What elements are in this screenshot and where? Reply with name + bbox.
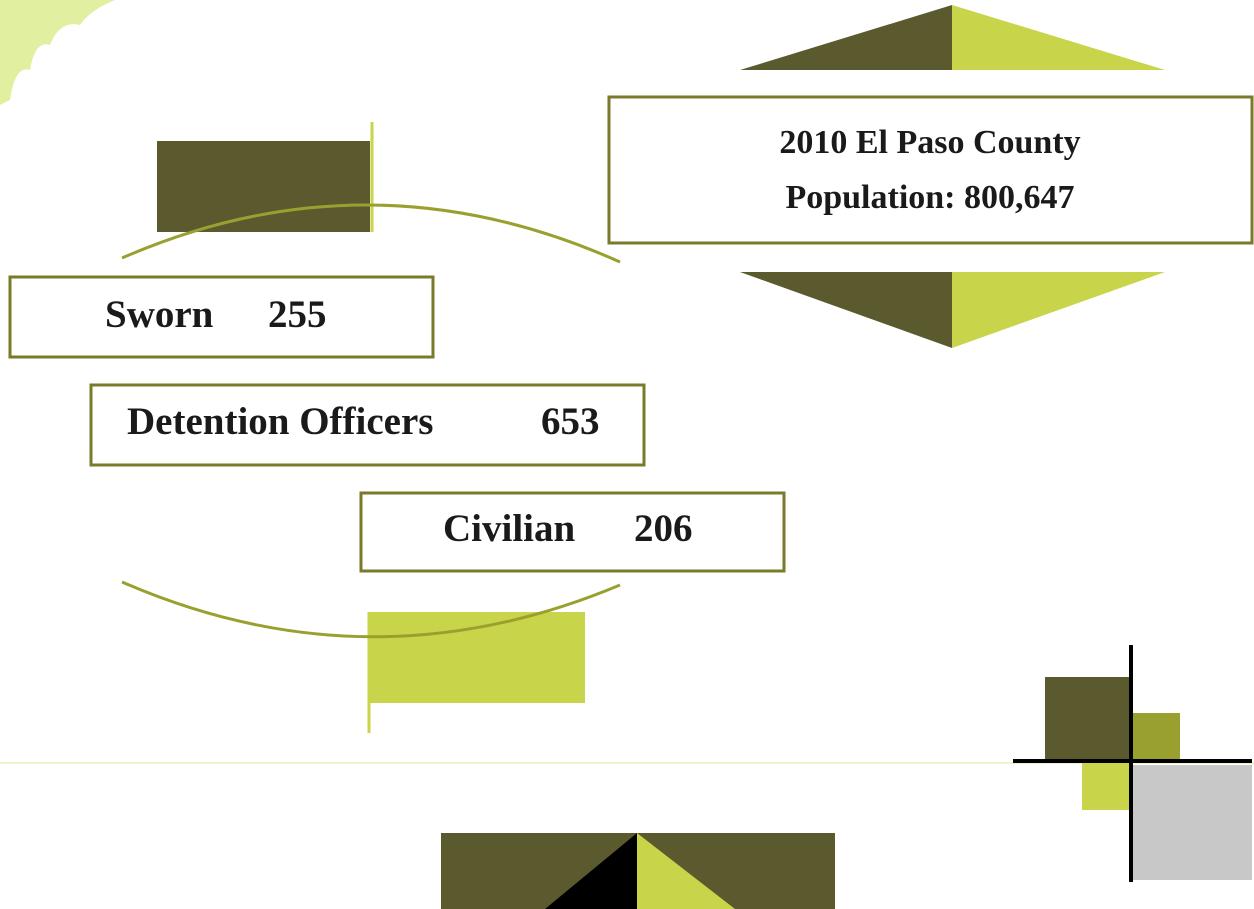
triangle-light — [952, 5, 1165, 70]
arc — [121, 580, 621, 639]
triangle-dark — [740, 272, 952, 348]
staff-count: 255 — [268, 293, 327, 336]
staff-box — [359, 491, 786, 573]
arc — [121, 203, 621, 264]
header-line: 2010 El Paso County — [779, 124, 1080, 161]
triangle-dark — [740, 5, 952, 70]
dark-block — [1045, 677, 1130, 760]
header-line: Population: 800,647 — [785, 179, 1074, 216]
light-block — [368, 612, 585, 703]
staff-label: Sworn — [105, 293, 214, 336]
staff-box — [8, 275, 435, 359]
staff-box — [89, 383, 646, 467]
staff-label: Detention Officers — [127, 400, 433, 443]
header-box — [607, 95, 1254, 245]
triangle-light — [952, 272, 1165, 348]
staff-label: Civilian — [443, 507, 576, 550]
leaf-decoration — [0, 0, 115, 105]
triangle-black — [545, 833, 637, 909]
triangle-light — [637, 833, 735, 909]
staff-count: 653 — [541, 400, 600, 443]
olive-block — [1133, 713, 1180, 760]
gray-block — [1133, 765, 1252, 880]
dark-block — [157, 141, 370, 232]
staff-count: 206 — [634, 507, 693, 550]
light-block — [1082, 762, 1130, 810]
